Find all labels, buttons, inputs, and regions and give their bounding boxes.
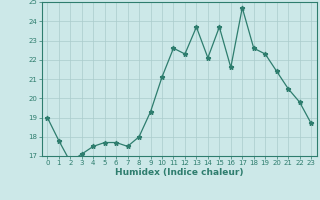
X-axis label: Humidex (Indice chaleur): Humidex (Indice chaleur) [115,168,244,177]
